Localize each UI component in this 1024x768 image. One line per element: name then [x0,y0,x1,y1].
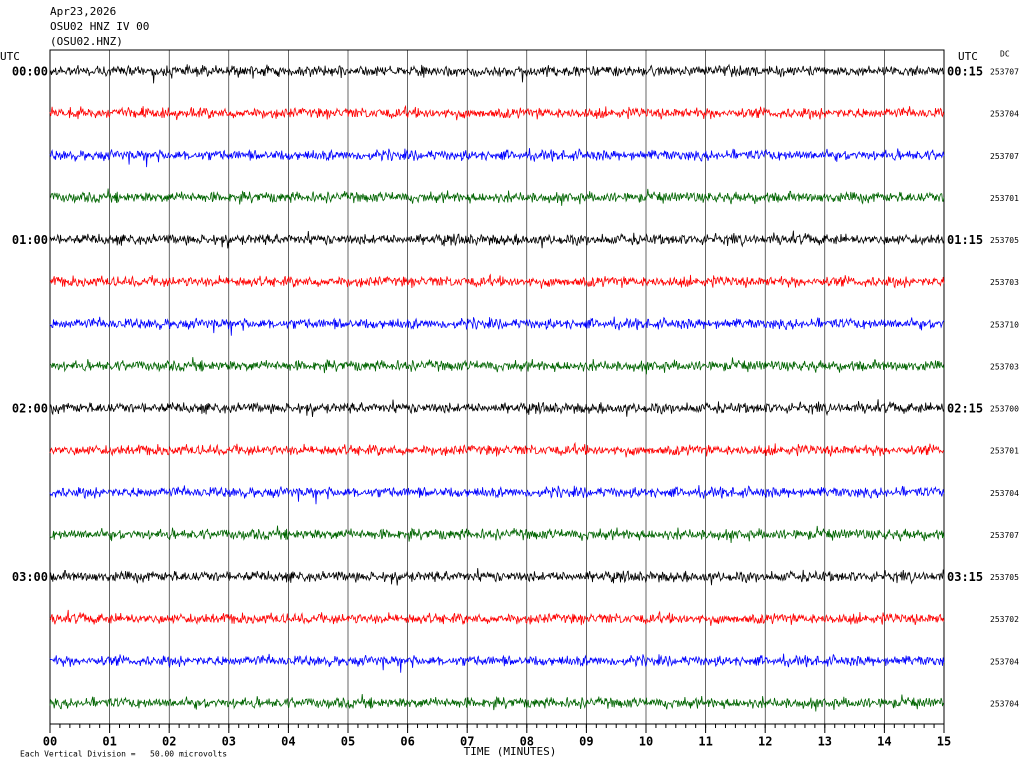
x-tick-label: 10 [639,735,653,749]
trace [49,148,945,168]
x-tick-label: 08 [520,735,534,749]
trace [49,609,945,626]
row-start-time: 03:00 [12,570,48,584]
trace [49,63,945,84]
footer: Each Vertical Division = 50.00 microvolt… [20,750,227,759]
x-tick-label: 13 [818,735,832,749]
trace [49,485,945,505]
trace [49,230,945,249]
header-station: OSU02 HNZ IV 00 [50,20,149,33]
row-end-time: 01:15 [947,233,983,247]
x-axis-label: TIME (MINUTES) [464,745,557,758]
row-end-time: 00:15 [947,65,983,79]
trace [49,316,945,336]
x-tick-label: 00 [43,735,57,749]
x-tick-label: 12 [758,735,772,749]
x-tick-label: 02 [162,735,176,749]
trace [49,694,945,712]
dc-value: 253710 [990,320,1019,329]
header-date: Apr23,2026 [50,5,116,18]
dc-value: 253704 [990,110,1019,119]
row-end-time: 03:15 [947,570,983,584]
row-start-time: 02:00 [12,402,48,416]
trace [49,273,945,289]
trace [49,441,945,458]
dc-value: 253707 [990,152,1019,161]
left-axis-label: UTC [0,50,20,63]
x-tick-label: 07 [460,735,474,749]
trace [49,525,945,544]
x-tick-label: 01 [102,735,116,749]
dc-label: DC [1000,50,1010,59]
x-tick-label: 15 [937,735,951,749]
dc-value: 253705 [990,573,1019,582]
dc-value: 253702 [990,615,1019,624]
trace [49,653,945,673]
row-start-time: 01:00 [12,233,48,247]
x-tick-label: 14 [877,735,891,749]
trace [49,104,945,121]
dc-value: 253707 [990,68,1019,77]
dc-value: 253701 [990,447,1019,456]
dc-value: 253707 [990,531,1019,540]
x-tick-label: 03 [222,735,236,749]
dc-value: 253703 [990,362,1019,371]
trace [49,568,945,586]
x-tick-label: 11 [698,735,712,749]
trace [49,188,945,206]
dc-value: 253705 [990,236,1019,245]
trace [49,399,945,418]
x-tick-label: 09 [579,735,593,749]
trace [49,357,945,375]
header-channel: (OSU02.HNZ) [50,35,123,48]
dc-value: 253700 [990,405,1019,414]
x-tick-label: 06 [400,735,414,749]
x-tick-label: 05 [341,735,355,749]
row-end-time: 02:15 [947,402,983,416]
dc-value: 253701 [990,194,1019,203]
row-start-time: 00:00 [12,65,48,79]
dc-value: 253704 [990,657,1019,666]
x-tick-label: 04 [281,735,295,749]
right-axis-label: UTC [958,50,978,63]
dc-value: 253704 [990,489,1019,498]
dc-value: 253704 [990,700,1019,709]
dc-value: 253703 [990,278,1019,287]
